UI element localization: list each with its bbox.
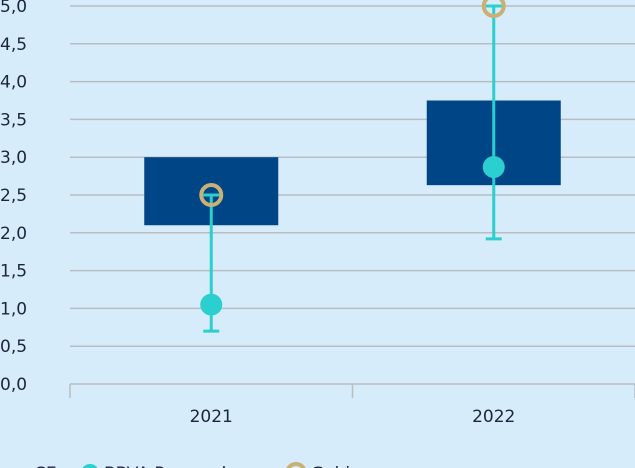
y-tick-label: 4,0 — [0, 73, 27, 93]
legend: CE BBVA Research Gobierno — [34, 462, 388, 468]
y-tick-label: 4,5 — [0, 35, 27, 55]
gobierno-point — [481, 0, 506, 18]
y-tick-label: 5,0 — [0, 0, 27, 17]
y-tick-label: 3,0 — [0, 148, 27, 168]
bbva-research-point — [482, 156, 505, 179]
gobierno-point — [199, 183, 224, 207]
y-axis-tick-labels: 0,0 0,5 1,0 1,5 2,0 2,5 3,0 3,5 4,0 4,5 5,0 — [0, 0, 27, 395]
legend-label-gobierno: Gobierno — [311, 464, 388, 468]
y-tick-label: 2,0 — [0, 224, 27, 244]
legend-swatch-gobierno — [286, 462, 306, 468]
x-tick-label: 2021 — [190, 407, 233, 427]
y-tick-label: 0,0 — [0, 375, 27, 395]
legend-label-bbva-research: BBVA Research — [104, 464, 232, 468]
markers — [199, 0, 506, 316]
x-tick-label: 2022 — [472, 407, 515, 427]
y-tick-label: 3,5 — [0, 110, 27, 130]
y-tick-label: 0,5 — [0, 337, 27, 357]
legend-label-ce: CE — [34, 464, 57, 468]
legend-swatch-bbva-research — [82, 464, 98, 468]
x-axis-tick-labels: 2021 2022 — [190, 407, 516, 427]
bbva-research-point — [200, 293, 223, 316]
y-tick-label: 2,5 — [0, 186, 27, 206]
y-tick-label: 1,5 — [0, 262, 27, 282]
y-tick-label: 1,0 — [0, 299, 27, 319]
x-axis — [69, 384, 635, 398]
